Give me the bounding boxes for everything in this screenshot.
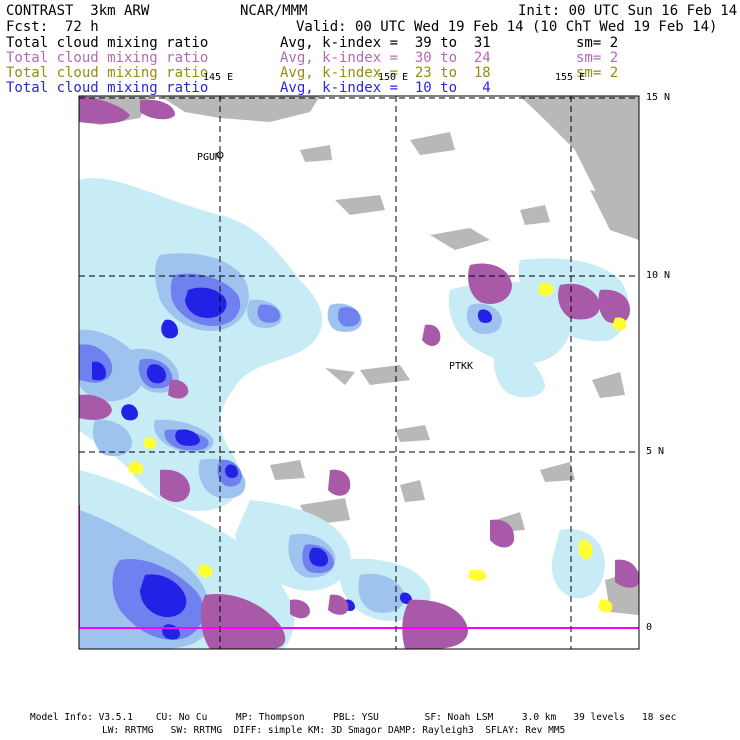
- model-info-line-1: Model Info: V3.5.1 CU: No Cu MP: Thompso…: [30, 712, 677, 723]
- station-label-ptkk: PTKK: [449, 361, 474, 372]
- field-name-3: Total cloud mixing ratio: [6, 65, 209, 81]
- field-sm-3: sm= 2: [576, 65, 619, 81]
- map-frame: [78, 95, 640, 650]
- lat-label-5n: 5 N: [646, 446, 665, 457]
- cloud-purple-areas: [79, 96, 639, 649]
- lat-label-0: 0: [646, 622, 653, 633]
- field-sm-1: sm= 2: [576, 35, 619, 51]
- lat-label-15n: 15 N: [646, 92, 671, 103]
- field-name-1: Total cloud mixing ratio: [6, 35, 209, 51]
- lon-label-145: 145 E: [203, 72, 234, 83]
- lat-lon-grid: [79, 96, 639, 649]
- model-title: CONTRAST 3km ARW: [6, 3, 150, 19]
- domain-boundary: [79, 505, 639, 629]
- lon-label-155: 155 E: [555, 72, 586, 83]
- model-info-line-2: LW: RRTMG SW: RRTMG DIFF: simple KM: 3D …: [102, 725, 566, 736]
- forecast-hour: Fcst: 72 h: [6, 19, 99, 35]
- init-time: Init: 00 UTC Sun 16 Feb 14: [518, 3, 738, 19]
- station-marker-pgum: [216, 151, 224, 159]
- field-stat-1: Avg, k-index = 39 to 31: [280, 35, 491, 51]
- field-stat-2: Avg, k-index = 30 to 24: [280, 50, 491, 66]
- cloud-core-areas: [92, 287, 492, 640]
- field-name-2: Total cloud mixing ratio: [6, 50, 209, 66]
- center-name: NCAR/MMM: [240, 3, 308, 19]
- cloud-yellow-areas: [128, 282, 627, 613]
- lat-label-10n: 10 N: [646, 270, 671, 281]
- station-label-pgum: PGUM: [197, 152, 222, 163]
- valid-time: Valid: 00 UTC Wed 19 Feb 14 (10 ChT Wed …: [296, 19, 718, 35]
- map-field-layer: [79, 96, 639, 649]
- field-stat-4: Avg, k-index = 10 to 4: [280, 80, 491, 96]
- field-stat-3: Avg, k-index = 23 to 18: [280, 65, 491, 81]
- field-name-4: Total cloud mixing ratio: [6, 80, 209, 96]
- lon-label-150: 150 E: [378, 72, 409, 83]
- field-sm-2: sm= 2: [576, 50, 619, 66]
